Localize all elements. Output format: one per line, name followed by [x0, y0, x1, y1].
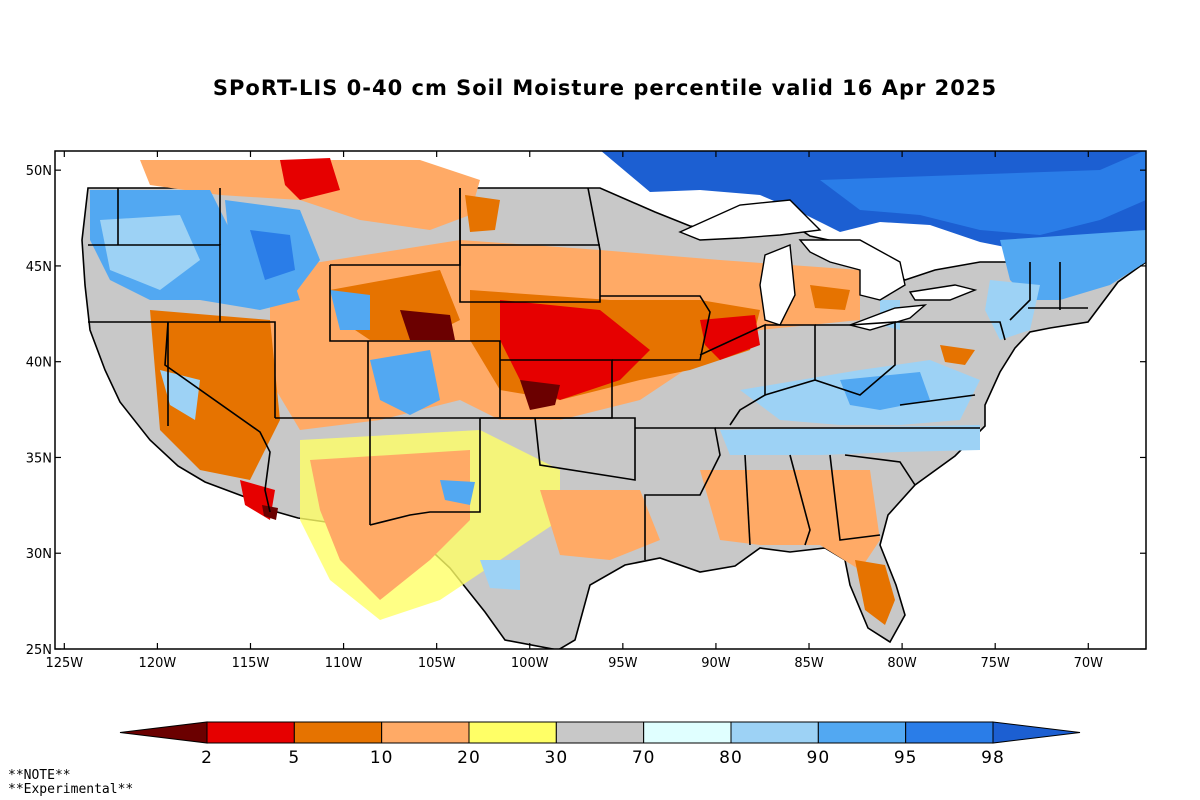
colorbar-high-arrow — [992, 721, 1081, 744]
state-boundaries — [88, 187, 1088, 560]
colorbar: 2 5 10 20 30 70 80 90 95 98 — [119, 721, 1081, 768]
colorbar-label: 20 — [457, 748, 481, 768]
colorbar-low-arrow — [119, 721, 208, 744]
map-border — [54, 150, 1147, 650]
lon-label: 115W — [232, 656, 270, 671]
lon-label: 70W — [1074, 656, 1104, 671]
lon-label: 90W — [701, 656, 731, 671]
colorbar-label: 90 — [807, 748, 831, 768]
colorbar-segment — [555, 721, 645, 744]
colorbar-segment — [643, 721, 732, 744]
map-title: SPoRT-LIS 0-40 cm Soil Moisture percenti… — [212, 76, 998, 100]
note-label: **NOTE** — [8, 768, 71, 783]
lon-label: 120W — [139, 656, 177, 671]
colorbar-segment — [730, 721, 819, 744]
lon-label: 125W — [45, 656, 83, 671]
lon-label: 80W — [887, 656, 917, 671]
colorbar-label: 5 — [288, 748, 300, 768]
lon-label: 75W — [980, 656, 1010, 671]
lon-label: 95W — [608, 656, 638, 671]
longitude-axis: 125W 120W 115W 110W 105W 100W 95W 90W 85W 80W 75W 7… — [45, 151, 1103, 671]
wet-anomalies — [90, 151, 1146, 590]
dry-anomalies — [140, 158, 975, 625]
colorbar-label: 70 — [632, 748, 656, 768]
colorbar-label: 2 — [201, 748, 213, 768]
moisture-field — [81, 151, 1146, 649]
lon-label: 110W — [325, 656, 363, 671]
colorbar-segment — [293, 721, 383, 744]
lat-label: 40N — [26, 356, 52, 371]
lat-label: 35N — [26, 451, 52, 466]
colorbar-segment — [905, 721, 994, 744]
colorbar-segment — [468, 721, 557, 744]
lat-label: 45N — [26, 260, 52, 275]
experimental-label: **Experimental** — [8, 782, 134, 797]
colorbar-label: 95 — [894, 748, 918, 768]
colorbar-segment — [206, 721, 295, 744]
lon-label: 85W — [794, 656, 824, 671]
lon-label: 100W — [511, 656, 549, 671]
colorbar-label: 98 — [981, 748, 1005, 768]
colorbar-label: 80 — [719, 748, 743, 768]
lat-label: 50N — [26, 164, 52, 179]
colorbar-label: 30 — [545, 748, 569, 768]
lon-label: 105W — [418, 656, 456, 671]
colorbar-segment — [381, 721, 470, 744]
lat-label: 25N — [26, 643, 52, 658]
colorbar-label: 10 — [370, 748, 394, 768]
colorbar-segment — [817, 721, 907, 744]
latitude-axis: 50N 45N 40N 35N 30N 25N — [26, 164, 1146, 658]
lat-label: 30N — [26, 547, 52, 562]
